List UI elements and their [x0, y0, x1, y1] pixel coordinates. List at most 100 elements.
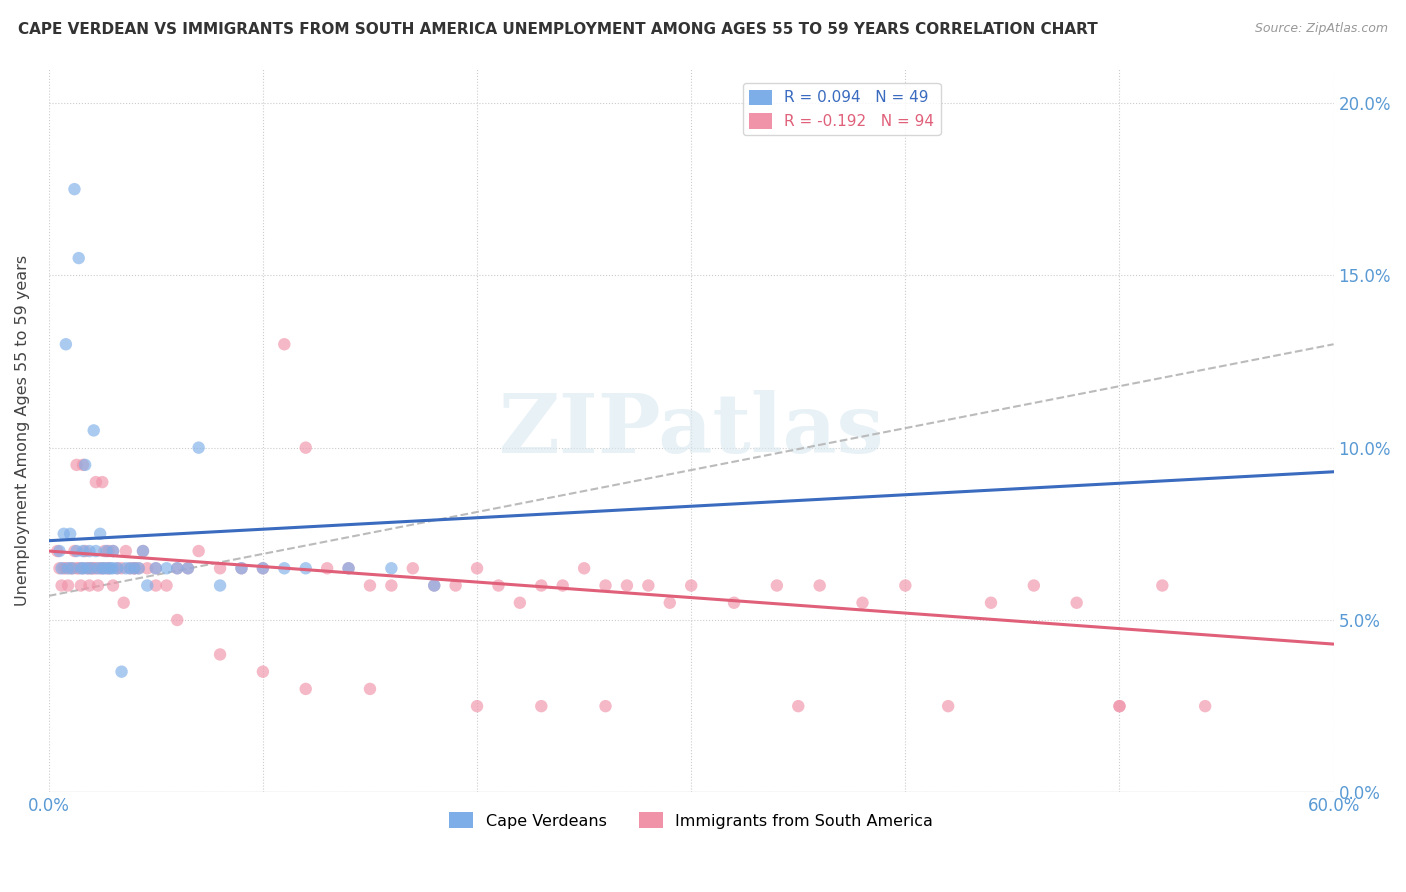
Point [51, 578, 73, 592]
Point [231, 561, 253, 575]
Point [80, 561, 103, 575]
Point [128, 561, 150, 575]
Point [980, 596, 1002, 610]
Point [465, 561, 488, 575]
Point [97, 561, 120, 575]
Legend: Cape Verdeans, Immigrants from South America: Cape Verdeans, Immigrants from South Ame… [443, 805, 939, 835]
Point [48, 561, 70, 575]
Point [136, 561, 159, 575]
Point [110, 665, 132, 679]
Point [1066, 596, 1088, 610]
Point [187, 544, 209, 558]
Point [91, 561, 114, 575]
Point [72, 544, 94, 558]
Point [252, 561, 274, 575]
Point [93, 544, 115, 558]
Point [128, 561, 150, 575]
Point [115, 544, 138, 558]
Point [100, 561, 122, 575]
Text: ZIPatlas: ZIPatlas [499, 391, 884, 470]
Point [56, 578, 79, 592]
Point [166, 561, 188, 575]
Point [65, 544, 87, 558]
Point [112, 596, 135, 610]
Point [67, 561, 90, 575]
Point [59, 526, 82, 541]
Point [89, 526, 111, 541]
Point [65, 458, 87, 472]
Point [658, 596, 681, 610]
Point [46, 544, 69, 558]
Point [72, 561, 94, 575]
Point [723, 596, 745, 610]
Point [91, 475, 114, 489]
Point [209, 578, 232, 592]
Y-axis label: Unemployment Among Ages 55 to 59 years: Unemployment Among Ages 55 to 59 years [15, 255, 30, 606]
Point [110, 561, 132, 575]
Point [55, 561, 77, 575]
Point [132, 544, 155, 558]
Point [120, 561, 142, 575]
Point [132, 544, 155, 558]
Point [75, 458, 97, 472]
Point [63, 544, 86, 558]
Point [294, 681, 316, 696]
Point [166, 561, 188, 575]
Point [97, 561, 120, 575]
Point [894, 578, 917, 592]
Point [1108, 699, 1130, 714]
Point [51, 561, 73, 575]
Point [209, 648, 232, 662]
Point [530, 699, 553, 714]
Point [87, 578, 110, 592]
Point [681, 578, 703, 592]
Point [101, 544, 124, 558]
Point [70, 561, 93, 575]
Point [83, 424, 105, 438]
Point [1194, 699, 1216, 714]
Point [273, 337, 295, 351]
Text: CAPE VERDEAN VS IMMIGRANTS FROM SOUTH AMERICA UNEMPLOYMENT AMONG AGES 55 TO 59 Y: CAPE VERDEAN VS IMMIGRANTS FROM SOUTH AM… [18, 22, 1098, 37]
Point [145, 578, 167, 592]
Point [79, 544, 101, 558]
Point [530, 578, 553, 592]
Point [380, 561, 402, 575]
Point [105, 561, 128, 575]
Point [423, 578, 446, 592]
Point [67, 251, 90, 265]
Point [63, 182, 86, 196]
Point [488, 578, 510, 592]
Point [595, 578, 617, 592]
Point [91, 561, 114, 575]
Point [316, 561, 339, 575]
Point [72, 458, 94, 472]
Point [294, 441, 316, 455]
Point [52, 526, 75, 541]
Point [155, 561, 177, 575]
Point [84, 475, 107, 489]
Point [444, 578, 467, 592]
Point [101, 578, 124, 592]
Point [83, 561, 105, 575]
Point [252, 665, 274, 679]
Point [56, 561, 79, 575]
Point [337, 561, 360, 575]
Point [89, 561, 111, 575]
Point [136, 578, 159, 592]
Point [1152, 578, 1174, 592]
Point [55, 337, 77, 351]
Point [76, 561, 98, 575]
Point [402, 561, 425, 575]
Text: Source: ZipAtlas.com: Source: ZipAtlas.com [1254, 22, 1388, 36]
Point [124, 561, 146, 575]
Point [787, 699, 810, 714]
Point [851, 596, 873, 610]
Point [380, 578, 402, 592]
Point [124, 561, 146, 575]
Point [808, 578, 831, 592]
Point [96, 561, 118, 575]
Point [423, 578, 446, 592]
Point [337, 561, 360, 575]
Point [105, 561, 128, 575]
Point [273, 561, 295, 575]
